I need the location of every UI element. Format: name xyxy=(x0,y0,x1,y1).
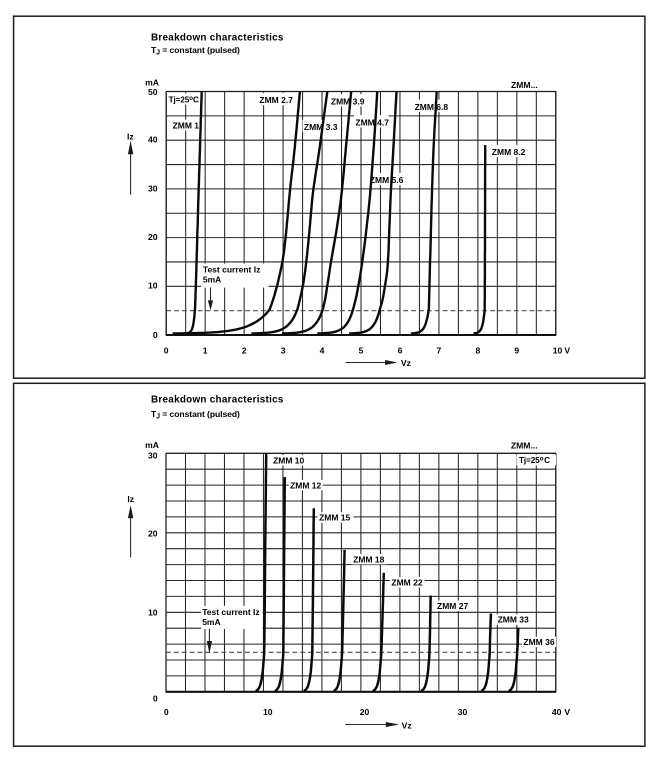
svg-text:ZMM 4.7: ZMM 4.7 xyxy=(355,117,389,127)
svg-text:TJ = constant (pulsed): TJ = constant (pulsed) xyxy=(151,45,240,57)
svg-text:ZMM 6.8: ZMM 6.8 xyxy=(415,102,449,112)
svg-text:mA: mA xyxy=(145,77,159,87)
svg-text:2: 2 xyxy=(242,346,247,356)
svg-text:Tj=25oC: Tj=25oC xyxy=(519,455,550,465)
svg-text:V: V xyxy=(564,707,570,717)
svg-text:ZMM 1: ZMM 1 xyxy=(173,121,200,131)
svg-text:ZMM...: ZMM... xyxy=(511,440,538,450)
svg-text:ZMM 12: ZMM 12 xyxy=(290,480,321,490)
svg-text:ZMM 27: ZMM 27 xyxy=(437,601,468,611)
svg-text:ZMM 3.9: ZMM 3.9 xyxy=(331,96,365,106)
svg-text:10: 10 xyxy=(263,707,273,717)
svg-text:TJ = constant (pulsed): TJ = constant (pulsed) xyxy=(151,409,240,421)
svg-text:Iz: Iz xyxy=(127,494,134,504)
svg-text:10: 10 xyxy=(553,346,563,356)
svg-text:6: 6 xyxy=(398,346,403,356)
svg-text:Vz: Vz xyxy=(401,358,411,368)
svg-text:ZMM 18: ZMM 18 xyxy=(353,554,384,564)
svg-text:8: 8 xyxy=(476,346,481,356)
svg-text:30: 30 xyxy=(148,183,158,193)
svg-text:30: 30 xyxy=(148,450,158,460)
svg-text:ZMM 10: ZMM 10 xyxy=(273,455,304,465)
svg-text:10: 10 xyxy=(148,608,158,618)
svg-text:5mA: 5mA xyxy=(203,275,221,285)
svg-text:20: 20 xyxy=(360,707,370,717)
svg-text:40: 40 xyxy=(552,707,562,717)
svg-text:0: 0 xyxy=(164,707,169,717)
svg-text:5: 5 xyxy=(359,346,364,356)
svg-text:Vz: Vz xyxy=(402,720,412,730)
svg-text:1: 1 xyxy=(203,346,208,356)
svg-text:4: 4 xyxy=(320,346,325,356)
svg-text:ZMM 15: ZMM 15 xyxy=(319,513,350,523)
svg-text:Breakdown characteristics: Breakdown characteristics xyxy=(151,395,284,406)
svg-text:Tj=25oC: Tj=25oC xyxy=(169,95,199,105)
svg-text:ZMM 36: ZMM 36 xyxy=(523,637,554,647)
svg-text:ZMM 5.6: ZMM 5.6 xyxy=(370,175,404,185)
svg-text:ZMM 2.7: ZMM 2.7 xyxy=(259,95,293,105)
svg-text:3: 3 xyxy=(281,346,286,356)
svg-text:Test current Iz: Test current Iz xyxy=(202,607,259,617)
svg-text:ZMM 8.2: ZMM 8.2 xyxy=(492,147,526,157)
svg-text:0: 0 xyxy=(153,330,158,340)
svg-text:ZMM 3.3: ZMM 3.3 xyxy=(304,122,338,132)
svg-text:ZMM 22: ZMM 22 xyxy=(391,578,422,588)
svg-text:0: 0 xyxy=(164,346,169,356)
svg-text:5mA: 5mA xyxy=(202,617,220,627)
svg-text:30: 30 xyxy=(458,707,468,717)
svg-text:9: 9 xyxy=(514,346,519,356)
svg-text:20: 20 xyxy=(148,232,158,242)
svg-text:0: 0 xyxy=(153,694,158,704)
svg-text:40: 40 xyxy=(148,135,158,145)
svg-text:Test current Iz: Test current Iz xyxy=(203,265,260,275)
svg-text:Breakdown characteristics: Breakdown characteristics xyxy=(151,32,284,43)
svg-text:ZMM 33: ZMM 33 xyxy=(498,615,529,625)
svg-text:ZMM...: ZMM... xyxy=(511,80,538,90)
svg-text:50: 50 xyxy=(148,87,158,97)
svg-text:20: 20 xyxy=(148,528,158,538)
svg-text:7: 7 xyxy=(437,346,442,356)
svg-text:mA: mA xyxy=(145,440,159,450)
svg-text:10: 10 xyxy=(148,281,158,291)
svg-text:V: V xyxy=(564,346,570,356)
svg-text:Iz: Iz xyxy=(127,132,134,142)
